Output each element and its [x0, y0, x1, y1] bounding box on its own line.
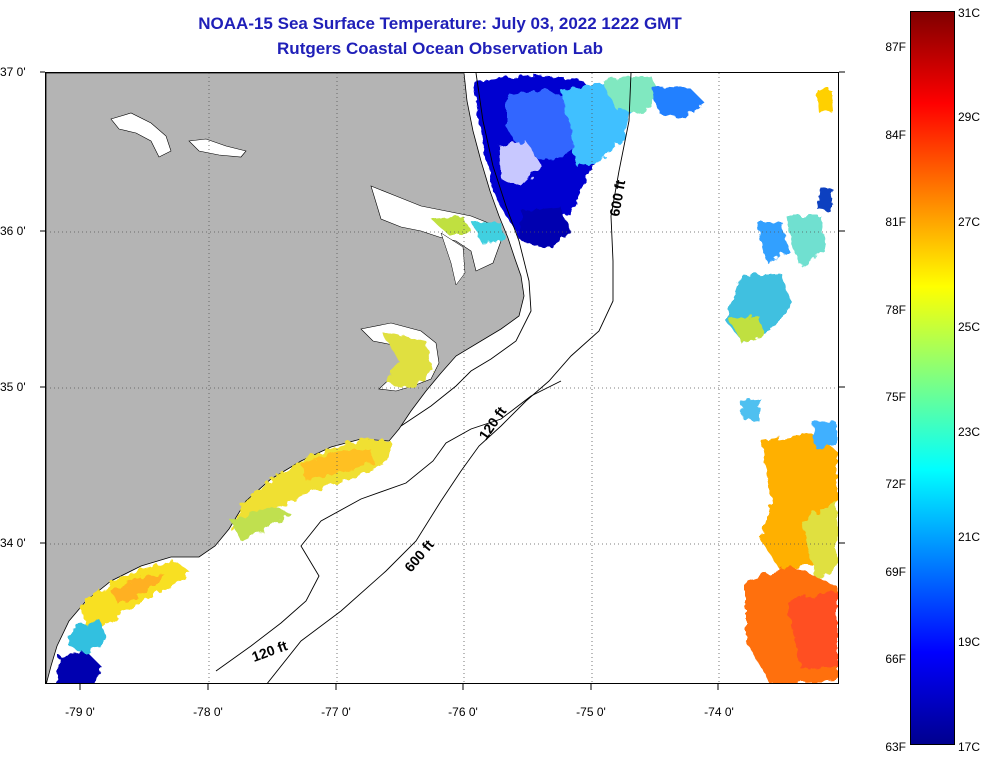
lat-label-35: 35 0' [0, 380, 26, 394]
colorbar-c-23: 23C [958, 425, 981, 439]
sst-map-svg: 600 ft 120 ft 600 ft 120 ft [46, 73, 838, 683]
colorbar-c-29: 29C [958, 110, 981, 124]
colorbar-f-63: 63F [885, 740, 906, 754]
colorbar-f-87: 87F [885, 40, 906, 54]
lon-label-75: -75 0' [576, 705, 606, 719]
map-title: NOAA-15 Sea Surface Temperature: July 03… [198, 14, 682, 33]
map-subtitle: Rutgers Coastal Ocean Observation Lab [277, 39, 603, 58]
colorbar-c-21: 21C [958, 530, 981, 544]
colorbar-f-75: 75F [885, 390, 906, 404]
lon-label-76: -76 0' [448, 705, 478, 719]
colorbar-c-25: 25C [958, 320, 981, 334]
lon-label-77: -77 0' [321, 705, 351, 719]
colorbar-c-31: 31C [958, 6, 981, 20]
bathymetry-contours [215, 73, 632, 683]
colorbar-f-84: 84F [885, 128, 906, 142]
sst-north-cluster [431, 75, 706, 249]
colorbar-f-72: 72F [885, 477, 906, 491]
lon-label-78: -78 0' [193, 705, 223, 719]
lat-label-34: 34 0' [0, 536, 26, 550]
lake-2 [188, 138, 247, 158]
colorbar-c-19: 19C [958, 635, 981, 649]
lat-label-37: 37 0' [0, 65, 26, 79]
colorbar-c-27: 27C [958, 215, 981, 229]
colorbar-f-66: 66F [885, 652, 906, 666]
sst-southeast-cluster [746, 421, 837, 683]
colorbar-f-81: 81F [885, 215, 906, 229]
sst-map: 600 ft 120 ft 600 ft 120 ft [45, 72, 839, 684]
lat-label-36: 36 0' [0, 224, 26, 238]
lake-1 [110, 112, 172, 158]
colorbar-c-17: 17C [958, 740, 981, 754]
sound-albemarle [370, 185, 502, 272]
contour-label-600-north: 600 ft [606, 178, 628, 217]
graticule [46, 73, 838, 683]
river-1 [440, 232, 466, 286]
sst-east-cluster [726, 89, 833, 421]
lon-label-79: -79 0' [65, 705, 95, 719]
temperature-colorbar [910, 11, 955, 745]
colorbar-f-78: 78F [885, 303, 906, 317]
colorbar-f-69: 69F [885, 565, 906, 579]
sst-coastal-cluster [56, 331, 433, 683]
lon-label-74: -74 0' [704, 705, 734, 719]
